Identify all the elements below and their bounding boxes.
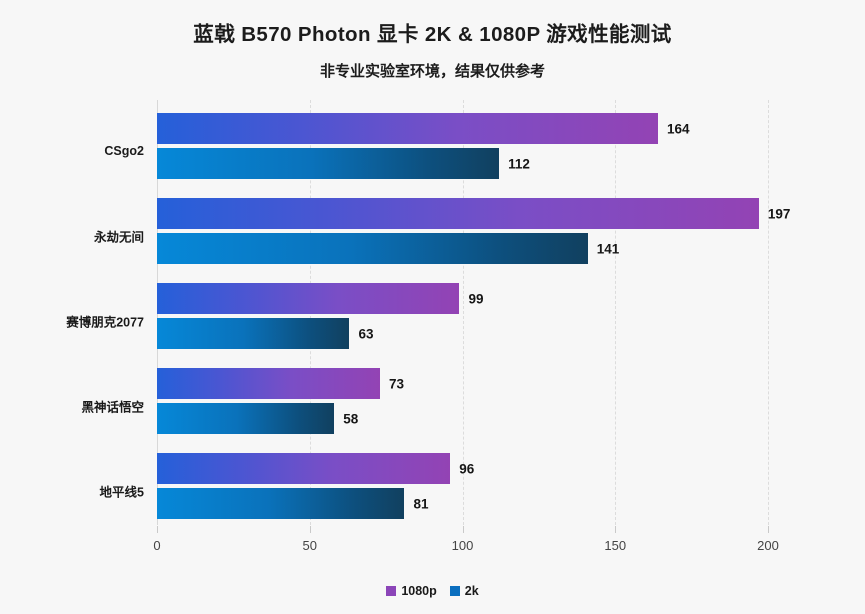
bar-2k[interactable] [157,488,405,519]
bar-value-label: 112 [508,156,530,171]
page-title: 蓝戟 B570 Photon 显卡 2K & 1080P 游戏性能测试 [193,23,672,46]
bar-row: 141 [157,233,768,264]
x-axis-tick-label: 100 [451,538,474,553]
legend-label: 1080p [401,584,437,598]
x-axis-tick [768,526,769,533]
legend-item[interactable]: 1080p [386,584,437,598]
bar-group: 黑神话悟空 73 58 [81,368,768,444]
x-axis-tick [157,526,158,533]
bar-value-label: 73 [389,376,405,391]
category-label: 永劫无间 [93,230,144,245]
bar-2k[interactable] [157,403,335,434]
bar-row: 73 [157,368,768,399]
bar-row: 99 [157,283,768,314]
category-label: CSgo2 [104,144,144,158]
bar-2k[interactable] [157,148,500,179]
bar-group: 地平线5 96 81 [100,453,768,529]
x-axis-tick-label: 0 [153,538,161,553]
bar-row: 58 [157,403,768,434]
x-axis-tick [462,526,464,533]
category-label: 赛博朋克2077 [66,315,144,330]
legend-swatch-icon [386,586,397,596]
bar-row: 197 [157,198,790,229]
bar-row: 96 [157,453,768,484]
legend-label: 2k [464,584,479,598]
x-axis-tick-label: 200 [757,538,779,553]
bar-value-label: 164 [667,121,690,136]
chart-plot-area: CSgo2 164 112 永劫无间 197 141 赛博朋克2077 99 63 黑神话悟空 73… [66,100,790,553]
x-axis-tick [309,526,311,533]
x-axis-tick [615,526,617,533]
bar-1080p[interactable] [157,198,759,229]
legend-swatch-icon [449,586,460,596]
chart-subtitle: 非专业实验室环境，结果仅供参考 [319,62,545,80]
bar-2k[interactable] [157,318,350,349]
bar-1080p[interactable] [157,113,659,144]
bar-row: 112 [157,148,768,179]
category-label: 地平线5 [99,485,144,500]
bar-group: 赛博朋克2077 99 63 [66,283,768,359]
chart-legend: 1080p 2k [0,584,865,598]
gridline [615,100,617,525]
gridline [462,100,464,525]
bar-group: 永劫无间 197 141 [94,198,790,274]
bar-value-label: 99 [468,291,484,306]
bar-1080p[interactable] [157,453,451,484]
bar-value-label: 81 [413,496,429,511]
bar-group: CSgo2 164 112 [104,113,768,189]
chart-header: 蓝戟 B570 Photon 显卡 2K & 1080P 游戏性能测试 非专业实… [0,22,865,81]
bar-1080p[interactable] [157,368,380,399]
bar-value-label: 58 [343,411,359,426]
bar-row: 81 [157,488,768,519]
legend-item[interactable]: 2k [449,584,479,598]
bar-row: 63 [157,318,768,349]
x-axis-tick-label: 150 [604,538,627,553]
gridline [768,100,769,525]
bar-value-label: 197 [767,206,791,221]
x-axis-tick-label: 50 [302,538,317,553]
bar-value-label: 63 [358,326,374,341]
bar-value-label: 96 [459,461,475,476]
bar-2k[interactable] [157,233,588,264]
category-label: 黑神话悟空 [81,400,144,415]
bar-1080p[interactable] [157,283,460,314]
bar-row: 164 [157,113,768,144]
bar-value-label: 141 [596,241,620,256]
